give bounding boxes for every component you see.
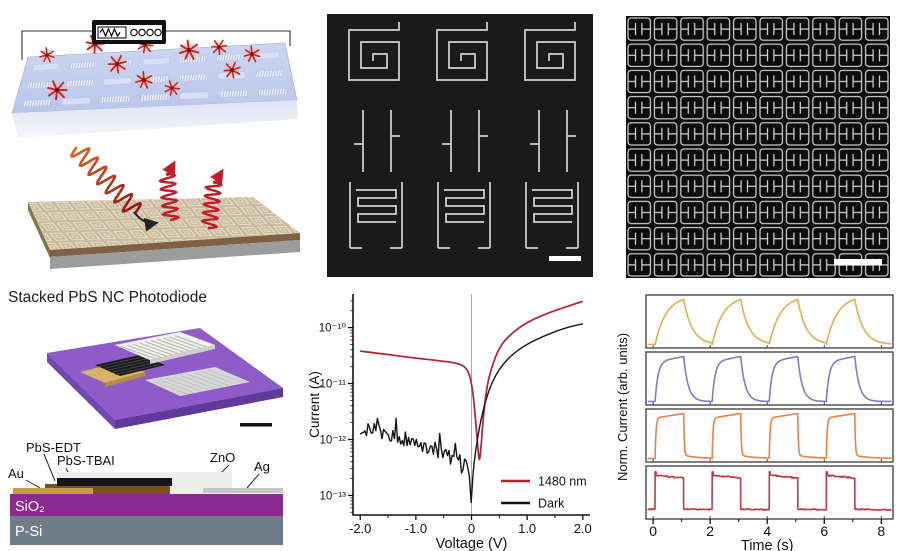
absorbed-arrow [133,211,159,232]
resistor-icon [97,26,127,39]
device-patch [64,79,94,88]
time-tick-label: 6 [820,523,828,539]
light-wave-arrows [70,146,224,232]
layer-ag [203,488,283,493]
device-patch [255,69,284,78]
time-axis-title: Time (s) [741,538,794,551]
time-tick-label: 8 [877,523,885,539]
traces-y-axis-title: Norm. Current (arb. units) [616,333,630,481]
panel-time-traces: 0 2 4 6 8 Time (s) Norm. Current (arb. units) [616,294,894,551]
layer-au [13,488,93,494]
device-patch [218,89,249,98]
device-patch [103,77,132,86]
time-tick-label: 4 [763,523,771,539]
y-tick-label: 10⁻¹³ [319,490,346,502]
device-patch [31,63,60,72]
chip-front-face [12,100,298,138]
legend-label: Dark [538,497,565,511]
metasurface-left-face [28,202,50,258]
panel-metasurface-light-illustration [28,146,300,269]
label-pbs-tbai: PbS-TBAI [57,453,115,468]
device-patch [61,97,92,106]
label-ag: Ag [254,459,270,474]
silver-plate [145,367,250,396]
trace-panel-response-noisy-square [645,465,894,520]
metasurface-pattern [28,197,300,250]
metasurface-base [50,240,300,269]
y-axis-title: Current (A) [308,371,322,438]
measurement-instrument-icon [92,20,166,44]
layer-pbs-edt [57,478,172,486]
device-patch [68,61,97,70]
scale-bar [834,259,882,266]
label-zno: ZnO [210,450,235,465]
y-tick-label: 10⁻¹¹ [319,379,346,391]
photodiode-3d-illustration [47,328,283,429]
device-patch [100,95,131,104]
layer-psi [10,516,283,545]
port-circles-icon [130,28,162,37]
axes-spines [352,294,590,516]
label-sio2: SiO₂ [15,499,45,515]
emitted-light-coil [200,180,223,230]
trace-panel-response-medium [645,351,894,406]
instrument-wires [21,30,291,60]
x-axis: -2.0 -1.0 0 1.0 2.0 Voltage (V) [349,515,592,551]
legend-label: 1480 nm [538,475,587,489]
panel-sem-array [626,16,890,278]
panel-sem-antenna-designs [327,14,593,277]
y-tick-label: 10⁻¹² [319,434,346,446]
layer-pbs-tbai [45,484,170,494]
device-patch [216,53,244,62]
device-patch [140,93,170,102]
resonator-array [626,16,890,278]
device-patch [179,73,208,82]
trace-curve [647,298,893,346]
time-tick-label: 0 [649,523,657,539]
label-psi: P-Si [15,524,42,540]
trace-curve [647,412,893,460]
panel-photodiode-schematic: Stacked PbS NC Photodiode PbS-EDT PbS- [8,289,283,545]
trace-panel-response-fast [645,408,894,463]
time-tick-label: 2 [706,523,714,539]
series-dark-curve [359,323,583,504]
trace-curve [647,355,893,403]
series-light-curve [360,300,584,461]
photodiode-cross-section: PbS-EDT PbS-TBAI Au ZnO Ag SiO₂ P-Si [8,440,283,545]
label-au: Au [8,466,24,481]
device-patch [179,91,209,100]
scale-bar [240,423,272,427]
x-tick-label: 0 [468,521,475,536]
device-patch [142,57,170,66]
y-tick-label: 10⁻¹⁰ [319,323,347,335]
device-patch [21,98,52,107]
x-tick-label: -1.0 [405,521,427,536]
x-tick-label: 1.0 [518,521,536,536]
trace-panel-response-slow [645,294,894,349]
metasurface-front-face [50,233,300,257]
label-pbs-edt: PbS-EDT [26,440,81,455]
scale-bar [549,256,581,261]
y-axis: 10⁻¹³ 10⁻¹² 10⁻¹¹ 10⁻¹⁰ Current (A) [308,300,353,513]
incident-light-coil [70,146,142,214]
x-tick-label: -2.0 [349,521,371,536]
device-patch [257,87,288,96]
panel-device-array-illustration [11,20,298,138]
photodiode-title: Stacked PbS NC Photodiode [8,289,207,306]
emitted-light-coil [158,172,181,222]
layer-sio2 [10,494,283,516]
x-tick-label: 2.0 [574,521,592,536]
legend: 1480 nm Dark [501,475,587,511]
time-axis: 0 2 4 6 8 Time (s) [649,519,885,551]
trace-curve [647,471,893,511]
layer-zno [57,472,232,494]
x-axis-title: Voltage (V) [436,536,508,551]
